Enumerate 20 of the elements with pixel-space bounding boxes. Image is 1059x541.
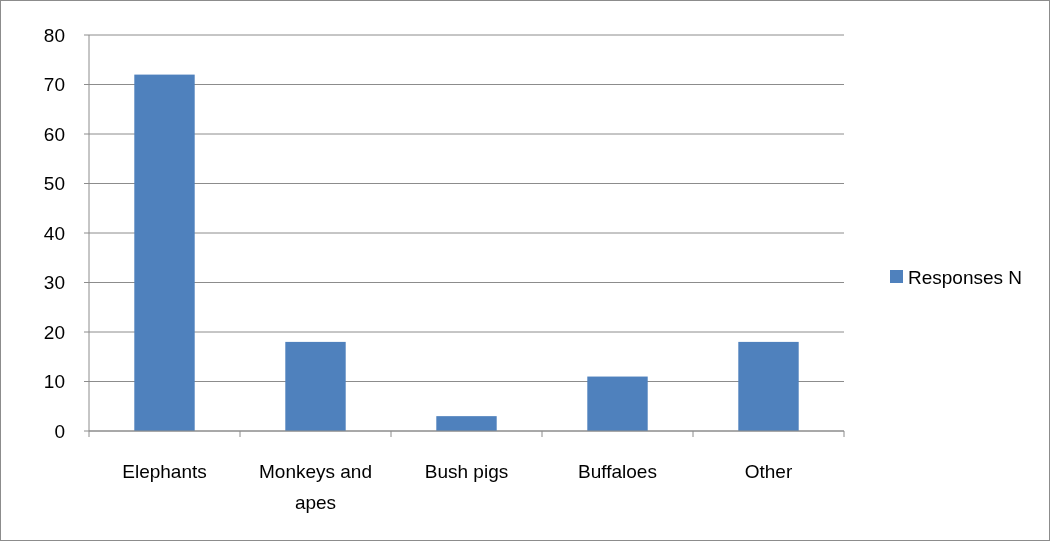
x-tick-label: Other <box>744 461 793 482</box>
x-tick-label: Buffaloes <box>578 461 657 482</box>
y-tick-label: 50 <box>43 173 65 195</box>
y-tick-label: 70 <box>43 74 65 96</box>
y-tick-label: 20 <box>43 321 65 343</box>
y-tick-label: 40 <box>43 222 65 244</box>
x-tick-label: Elephants <box>122 461 207 482</box>
bar <box>436 416 497 431</box>
y-tick-label: 10 <box>43 371 65 393</box>
legend-label: Responses N <box>908 266 1023 288</box>
bar <box>738 341 799 431</box>
bar <box>587 376 648 431</box>
bar <box>134 74 195 431</box>
x-tick-label: Bush pigs <box>424 461 509 482</box>
y-tick-label: 30 <box>43 272 65 294</box>
x-tick-label: Monkeys and apes <box>258 461 373 513</box>
y-tick-label: 60 <box>43 123 65 145</box>
y-tick-label: 0 <box>54 420 65 442</box>
bar <box>285 341 346 431</box>
y-tick-label: 80 <box>43 24 65 46</box>
